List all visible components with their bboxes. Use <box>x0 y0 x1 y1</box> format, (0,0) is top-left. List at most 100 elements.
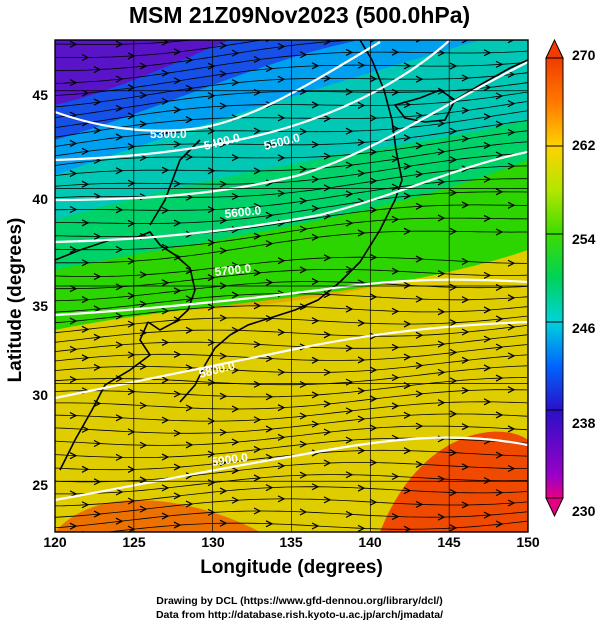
streamline-arrow <box>93 510 102 518</box>
streamline-arrow <box>495 283 504 291</box>
streamline-arrow <box>139 476 148 484</box>
streamline-arrow <box>507 162 516 170</box>
y-tick-label: 45 <box>32 87 48 103</box>
streamline-arrow <box>219 42 228 50</box>
streamline-arrow <box>81 354 90 362</box>
streamline-arrow <box>173 180 182 188</box>
streamline-arrow <box>161 97 170 105</box>
streamline-arrow <box>483 271 492 279</box>
streamline-arrow <box>449 283 458 291</box>
map-frame <box>54 39 529 533</box>
streamline-arrow <box>369 253 378 261</box>
streamline-arrow <box>115 341 124 349</box>
streamline-arrow <box>369 177 378 185</box>
streamline-arrow <box>231 291 240 299</box>
streamline-arrow <box>231 79 240 87</box>
streamline-arrow <box>495 228 504 236</box>
streamline-arrow <box>507 464 516 473</box>
streamline-arrow <box>495 374 504 382</box>
streamline-arrow <box>219 459 228 467</box>
streamline-arrow <box>495 451 504 459</box>
streamline-arrow <box>231 438 240 446</box>
streamline-arrow <box>369 114 378 122</box>
streamline-arrow <box>369 293 378 301</box>
credit-data: Data from http://database.rish.kyoto-u.a… <box>155 609 444 621</box>
streamline-arrow <box>115 414 124 422</box>
streamline-arrow <box>437 399 446 407</box>
streamline-arrow <box>161 69 170 77</box>
streamline-arrow <box>403 487 412 495</box>
streamline-arrow <box>115 453 124 461</box>
streamline-arrow <box>207 274 216 282</box>
streamline-arrow <box>69 139 78 147</box>
streamline-arrow <box>369 75 378 83</box>
streamline-arrow <box>415 255 424 263</box>
streamline-arrow <box>93 305 102 313</box>
contour-label: 5900.0 <box>210 450 249 469</box>
x-tick-label: 135 <box>279 534 303 550</box>
streamline-arrow <box>483 511 492 519</box>
streamline-arrow <box>391 374 400 382</box>
streamline-arrow <box>219 70 228 78</box>
streamline-arrow <box>323 114 332 123</box>
x-tick-label: 150 <box>516 534 540 550</box>
streamline-arrow <box>449 449 458 457</box>
streamline-arrow <box>185 56 194 64</box>
x-axis-title: Longitude (degrees) <box>200 557 383 578</box>
streamline-arrow <box>495 520 504 528</box>
streamline-arrow <box>345 219 354 227</box>
streamline-arrow <box>207 508 216 516</box>
x-tick-label: 120 <box>43 534 67 550</box>
streamline-arrow <box>483 477 492 485</box>
streamline-arrow <box>161 416 170 424</box>
streamline-arrow <box>81 89 90 97</box>
streamline-arrow <box>207 338 216 347</box>
streamline-arrow <box>265 240 274 248</box>
streamline-arrow <box>300 21 306 27</box>
streamline-arrow <box>495 151 504 159</box>
streamline-arrow <box>483 83 492 91</box>
streamline-arrow <box>231 154 240 162</box>
streamline-arrow <box>161 279 170 287</box>
streamline-arrow <box>69 205 78 214</box>
streamline-arrow <box>323 331 332 339</box>
streamline-arrow <box>507 425 516 433</box>
streamline-arrow <box>461 356 470 364</box>
streamline-arrow <box>437 178 446 186</box>
streamline-arrow <box>69 170 78 178</box>
streamline-arrow <box>231 261 240 270</box>
streamline-arrow <box>231 192 240 201</box>
streamline-arrow <box>299 303 308 311</box>
streamline-arrow <box>449 319 458 327</box>
streamline-arrow <box>185 267 194 275</box>
streamline-arrow <box>369 40 376 43</box>
streamline-arrow <box>161 453 170 461</box>
streamline-arrow <box>299 380 308 389</box>
streamline-arrow <box>345 436 354 444</box>
streamline-arrow <box>277 114 286 122</box>
streamline-arrow <box>265 393 274 401</box>
streamline-arrow <box>161 206 170 214</box>
streamline-arrow <box>449 189 458 197</box>
streamline-arrow <box>231 49 240 57</box>
streamline-arrow <box>207 62 216 70</box>
streamline-arrow <box>449 410 458 418</box>
streamline-arrow <box>345 471 354 479</box>
streamline-arrow <box>461 328 470 336</box>
streamline-arrow <box>207 127 216 135</box>
streamline-arrow <box>507 386 516 394</box>
streamline-arrow <box>323 400 332 408</box>
streamline-arrow <box>69 345 78 353</box>
x-tick-label: 125 <box>122 534 146 550</box>
y-tick-label: 40 <box>32 191 48 207</box>
streamline-arrow <box>311 449 320 457</box>
streamline-arrow <box>391 215 400 223</box>
streamline-arrow <box>311 522 320 530</box>
streamline-arrow <box>369 459 378 467</box>
streamline-arrow <box>161 512 170 520</box>
streamline-arrow <box>437 119 446 127</box>
streamline-arrow <box>299 266 308 274</box>
streamline-arrow <box>139 120 148 128</box>
streamline-arrow <box>357 229 366 237</box>
